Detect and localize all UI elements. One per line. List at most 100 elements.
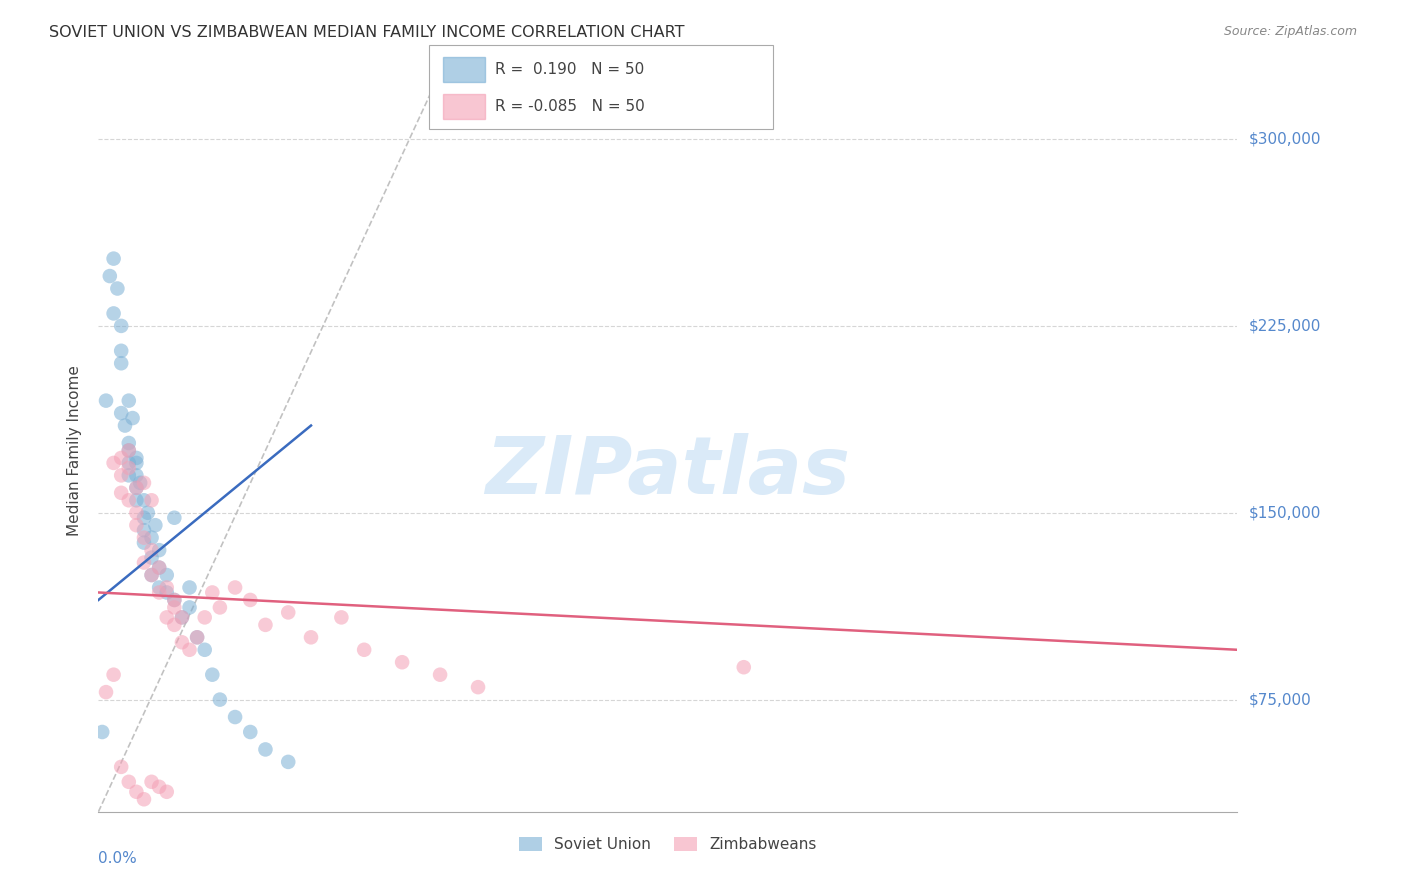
Text: $225,000: $225,000 <box>1249 318 1320 334</box>
Point <box>201 667 224 681</box>
Point <box>118 468 141 483</box>
Point <box>125 493 148 508</box>
Point <box>132 531 155 545</box>
Point <box>254 618 277 632</box>
Point <box>141 568 163 582</box>
Point <box>179 642 201 657</box>
Point <box>110 356 132 370</box>
Point <box>145 518 167 533</box>
Point <box>148 581 170 595</box>
Point <box>129 475 152 490</box>
Point <box>224 710 246 724</box>
Point <box>103 252 125 266</box>
Point <box>170 610 193 624</box>
Point <box>125 518 148 533</box>
Text: $300,000: $300,000 <box>1249 131 1320 146</box>
Text: $150,000: $150,000 <box>1249 505 1320 520</box>
Point <box>429 667 451 681</box>
Point <box>148 543 170 558</box>
Point <box>163 593 186 607</box>
Point <box>136 506 159 520</box>
Point <box>125 481 148 495</box>
Text: R = -0.085   N = 50: R = -0.085 N = 50 <box>495 99 645 113</box>
Point <box>186 630 208 644</box>
Point <box>121 411 143 425</box>
Point <box>103 667 125 681</box>
Point <box>148 560 170 574</box>
Point <box>330 610 353 624</box>
Point <box>156 610 179 624</box>
Point <box>148 780 170 794</box>
Point <box>353 642 375 657</box>
Text: $75,000: $75,000 <box>1249 692 1312 707</box>
Point <box>163 618 186 632</box>
Point <box>239 725 262 739</box>
Point <box>299 630 322 644</box>
Y-axis label: Median Family Income: Median Family Income <box>67 365 83 536</box>
Point <box>132 535 155 549</box>
Point <box>163 593 186 607</box>
Point <box>118 443 141 458</box>
Point <box>118 461 141 475</box>
Point <box>163 510 186 524</box>
Point <box>391 655 413 669</box>
Point <box>114 418 136 433</box>
Legend: Soviet Union, Zimbabweans: Soviet Union, Zimbabweans <box>513 831 823 858</box>
Point <box>110 760 132 774</box>
Point <box>170 635 193 649</box>
Point <box>118 493 141 508</box>
Point <box>179 600 201 615</box>
Text: 0.0%: 0.0% <box>98 852 138 866</box>
Point <box>110 468 132 483</box>
Point <box>125 506 148 520</box>
Point <box>110 343 132 358</box>
Point <box>132 475 155 490</box>
Point <box>141 543 163 558</box>
Point <box>107 281 129 295</box>
Point <box>277 755 299 769</box>
Point <box>125 468 148 483</box>
Point <box>208 692 231 706</box>
Point <box>156 581 179 595</box>
Point <box>194 610 217 624</box>
Point <box>467 680 489 694</box>
Point <box>141 550 163 565</box>
Point <box>132 510 155 524</box>
Point <box>141 493 163 508</box>
Point <box>156 585 179 599</box>
Text: SOVIET UNION VS ZIMBABWEAN MEDIAN FAMILY INCOME CORRELATION CHART: SOVIET UNION VS ZIMBABWEAN MEDIAN FAMILY… <box>49 25 685 40</box>
Point <box>103 306 125 320</box>
Point <box>208 600 231 615</box>
Point <box>110 450 132 465</box>
Point <box>179 581 201 595</box>
Point <box>110 406 132 420</box>
Text: R =  0.190   N = 50: R = 0.190 N = 50 <box>495 62 644 77</box>
Point <box>224 581 246 595</box>
Point <box>148 560 170 574</box>
Point <box>94 685 117 699</box>
Point <box>125 456 148 470</box>
Point <box>201 585 224 599</box>
Point <box>170 610 193 624</box>
Point <box>239 593 262 607</box>
Point <box>254 742 277 756</box>
Point <box>110 485 132 500</box>
Point <box>186 630 208 644</box>
Point <box>141 531 163 545</box>
Point <box>132 556 155 570</box>
Point <box>110 318 132 333</box>
Point <box>98 268 121 283</box>
Point <box>132 523 155 537</box>
Text: Source: ZipAtlas.com: Source: ZipAtlas.com <box>1223 25 1357 38</box>
Point <box>94 393 117 408</box>
Point <box>125 481 148 495</box>
Point <box>118 456 141 470</box>
Point <box>163 600 186 615</box>
Text: ZIPatlas: ZIPatlas <box>485 434 851 511</box>
Point <box>118 436 141 450</box>
Point <box>132 493 155 508</box>
Point <box>125 450 148 465</box>
Point <box>156 568 179 582</box>
Point <box>733 660 755 674</box>
Point <box>141 568 163 582</box>
